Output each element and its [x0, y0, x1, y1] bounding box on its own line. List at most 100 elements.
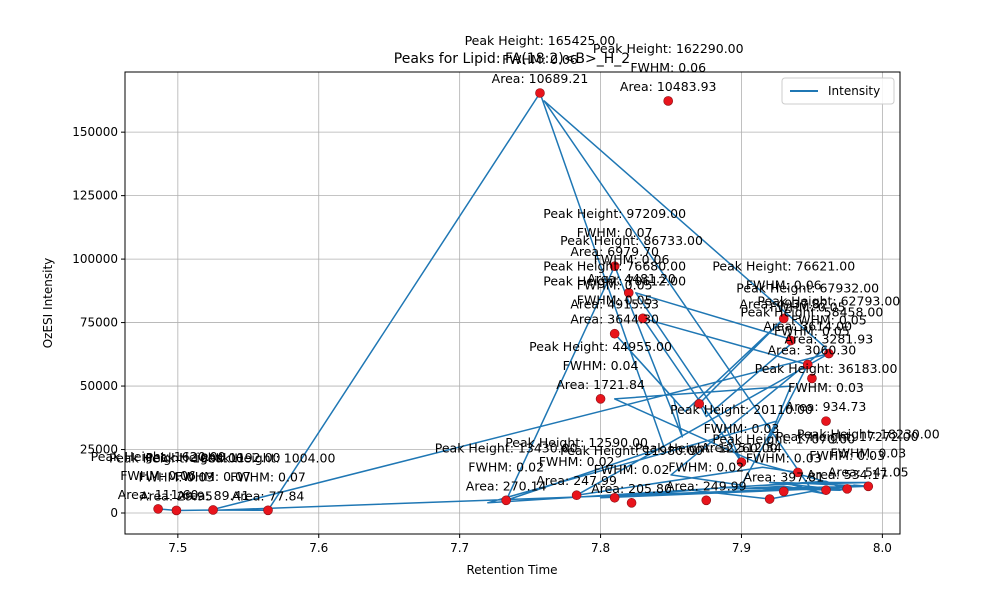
peak-marker [802, 359, 813, 370]
peak-annotation-line: FWHM: 0.06 [120, 468, 196, 483]
peak-annotation-line: FWHM: 0.05 [770, 300, 846, 315]
peak-annotation-line: FWHM: 0.03 [704, 421, 780, 436]
peak-annotation: Peak Height: 12590.00 FWHM: 0.02 Area: 247… [505, 435, 648, 488]
y-tick-label: 75000 [80, 316, 118, 330]
peak-annotation-line: Peak Height: 1620.00 [91, 449, 226, 464]
peak-marker [571, 490, 582, 501]
peak-annotation: Peak Height: 36183.00 FWHM: 0.03 Area: 934… [755, 361, 898, 414]
peak-annotation: Peak Height: 13430.00 FWHM: 0.02 Area: 270… [435, 440, 578, 493]
peak-annotation-line: FWHM: 0.05 [791, 313, 867, 328]
peak-annotation-line: FWHM: 0.06 [746, 277, 822, 292]
peak-marker [623, 287, 634, 298]
peak-annotation: Peak Height: 20110.00 FWHM: 0.03 Area: 512… [670, 402, 813, 455]
peak-annotation-line: FWHM: 0.06 [502, 52, 578, 67]
peak-marker [609, 492, 620, 503]
x-tick-label: 8.0 [873, 541, 892, 555]
peak-marker [535, 88, 545, 98]
peak-annotation-line: FWHM: 0.07 [577, 225, 653, 240]
peak-annotation-line: Area: 89.41 [177, 488, 250, 503]
peak-annotation-line: Peak Height: 17272.00 [776, 429, 919, 444]
peak-annotation-line: Peak Height: 12590.00 [505, 435, 648, 450]
legend-label: Intensity [828, 84, 880, 98]
peak-annotation: Peak Height: 76621.00 FWHM: 0.06 Area: 493… [712, 258, 855, 311]
peak-annotation-line: Peak Height: 165425.00 [465, 33, 616, 48]
y-tick-label: 50000 [80, 379, 118, 393]
peak-annotation-line: Peak Height: 97209.00 [543, 206, 686, 221]
peak-annotation-line: Peak Height: 58458.00 [741, 305, 884, 320]
peak-marker [626, 498, 637, 508]
peak-annotation-line: Peak Height: 36183.00 [755, 361, 898, 376]
y-tick-label: 25000 [80, 443, 118, 457]
peak-annotation: Peak Height: 44955.00 FWHM: 0.04 Area: 172… [529, 339, 672, 392]
peak-annotation-line: Area: 247.99 [536, 473, 617, 488]
peak-annotation-line: Peak Height: 62793.00 [757, 294, 900, 309]
peak-annotation-line: Area: 4915.53 [570, 296, 659, 311]
peak-marker [778, 313, 789, 324]
y-tick-label: 125000 [72, 189, 118, 203]
peak-annotation-line: Area: 3614.00 [763, 319, 852, 334]
peak-annotation-line: Peak Height: 44955.00 [529, 339, 672, 354]
peak-annotation-line: Area: 77.84 [232, 488, 305, 503]
peak-marker [263, 505, 273, 516]
x-tick-label: 7.7 [450, 541, 469, 555]
y-axis-label: OzESI Intensity [41, 258, 55, 349]
peak-annotation-line: Peak Height: 1192.00 [146, 450, 281, 465]
peak-marker [821, 416, 831, 426]
peak-annotation-line: Peak Height: 76680.00 [543, 258, 686, 273]
peak-annotation-line: Peak Height: 12260.00 [635, 440, 778, 455]
peak-annotation-line: Area: 397.81 [743, 469, 824, 484]
peak-annotation-line: Area: 3644.30 [570, 312, 659, 327]
peak-annotation: Peak Height: 162290.00 FWHM: 0.06 Area: 10… [593, 41, 744, 94]
peak-marker-layer [153, 88, 874, 516]
x-tick-label: 7.9 [732, 541, 751, 555]
peak-marker [701, 495, 712, 506]
peak-annotation-line: Peak Height: 76621.00 [712, 258, 855, 273]
peak-annotation: Peak Height: 86733.00 FWHM: 0.06 Area: 448… [560, 233, 703, 286]
peak-annotation-line: Area: 10689.21 [492, 71, 589, 86]
peak-annotation-line: Area: 10483.93 [620, 79, 717, 94]
legend: Intensity [781, 77, 895, 105]
peak-marker [785, 335, 796, 346]
peak-marker [609, 261, 620, 271]
peak-marker [807, 373, 817, 384]
peak-annotation-line: FWHM: 0.04 [563, 358, 639, 373]
peak-marker [609, 328, 620, 339]
peak-annotation-line: Area: 6979.70 [570, 244, 659, 259]
x-tick-label: 7.8 [591, 541, 610, 555]
peak-annotation-line: Area: 270.14 [466, 478, 547, 493]
peak-annotation-line: Area: 111.60 [118, 487, 199, 502]
x-axis-label: Retention Time [466, 563, 557, 577]
peak-annotation-line: FWHM: 0.07 [175, 469, 251, 484]
peak-annotation-line: FWHM: 0.07 [230, 469, 306, 484]
y-tick-label: 0 [110, 506, 118, 520]
peak-marker [778, 486, 789, 497]
peak-annotation-line: FWHM: 0.02 [468, 459, 544, 474]
x-tick-label: 7.5 [168, 541, 187, 555]
peak-annotation-line: Peak Height: 86733.00 [560, 233, 703, 248]
peak-marker [595, 394, 606, 404]
peak-marker [821, 485, 831, 495]
peak-annotation-line: Area: 205.80 [591, 481, 672, 496]
peak-annotation-line: Peak Height: 17070.00 [712, 431, 855, 446]
peak-annotation-line: FWHM: 0.05 [774, 324, 850, 339]
legend-box [781, 77, 895, 105]
peak-annotation-line: Area: 29.95 [140, 488, 213, 503]
peak-annotation-line: Peak Height: 67932.00 [736, 281, 879, 296]
peak-annotation-line: Area: 934.73 [786, 399, 867, 414]
peak-annotation-line: Peak Height: 18230.00 [797, 426, 940, 441]
grid [125, 72, 900, 534]
peak-marker [663, 96, 674, 106]
peak-annotation-line: FWHM: 0.03 [746, 450, 822, 465]
peak-annotation-line: FWHM: 0.05 [577, 293, 653, 308]
peak-annotation: Peak Height: 165425.00 FWHM: 0.06 Area: 10… [465, 33, 616, 86]
chart-title: Peaks for Lipid: FA(18:2)<B>_H_2 [394, 51, 630, 67]
peak-annotation-line: FWHM: 0.03 [139, 469, 215, 484]
peak-marker [863, 481, 874, 492]
annotation-layer: Peak Height: 165425.00 FWHM: 0.06 Area: 10… [91, 33, 940, 503]
peak-annotation: Peak Height: 11980.00 FWHM: 0.02 Area: 205… [560, 443, 703, 496]
